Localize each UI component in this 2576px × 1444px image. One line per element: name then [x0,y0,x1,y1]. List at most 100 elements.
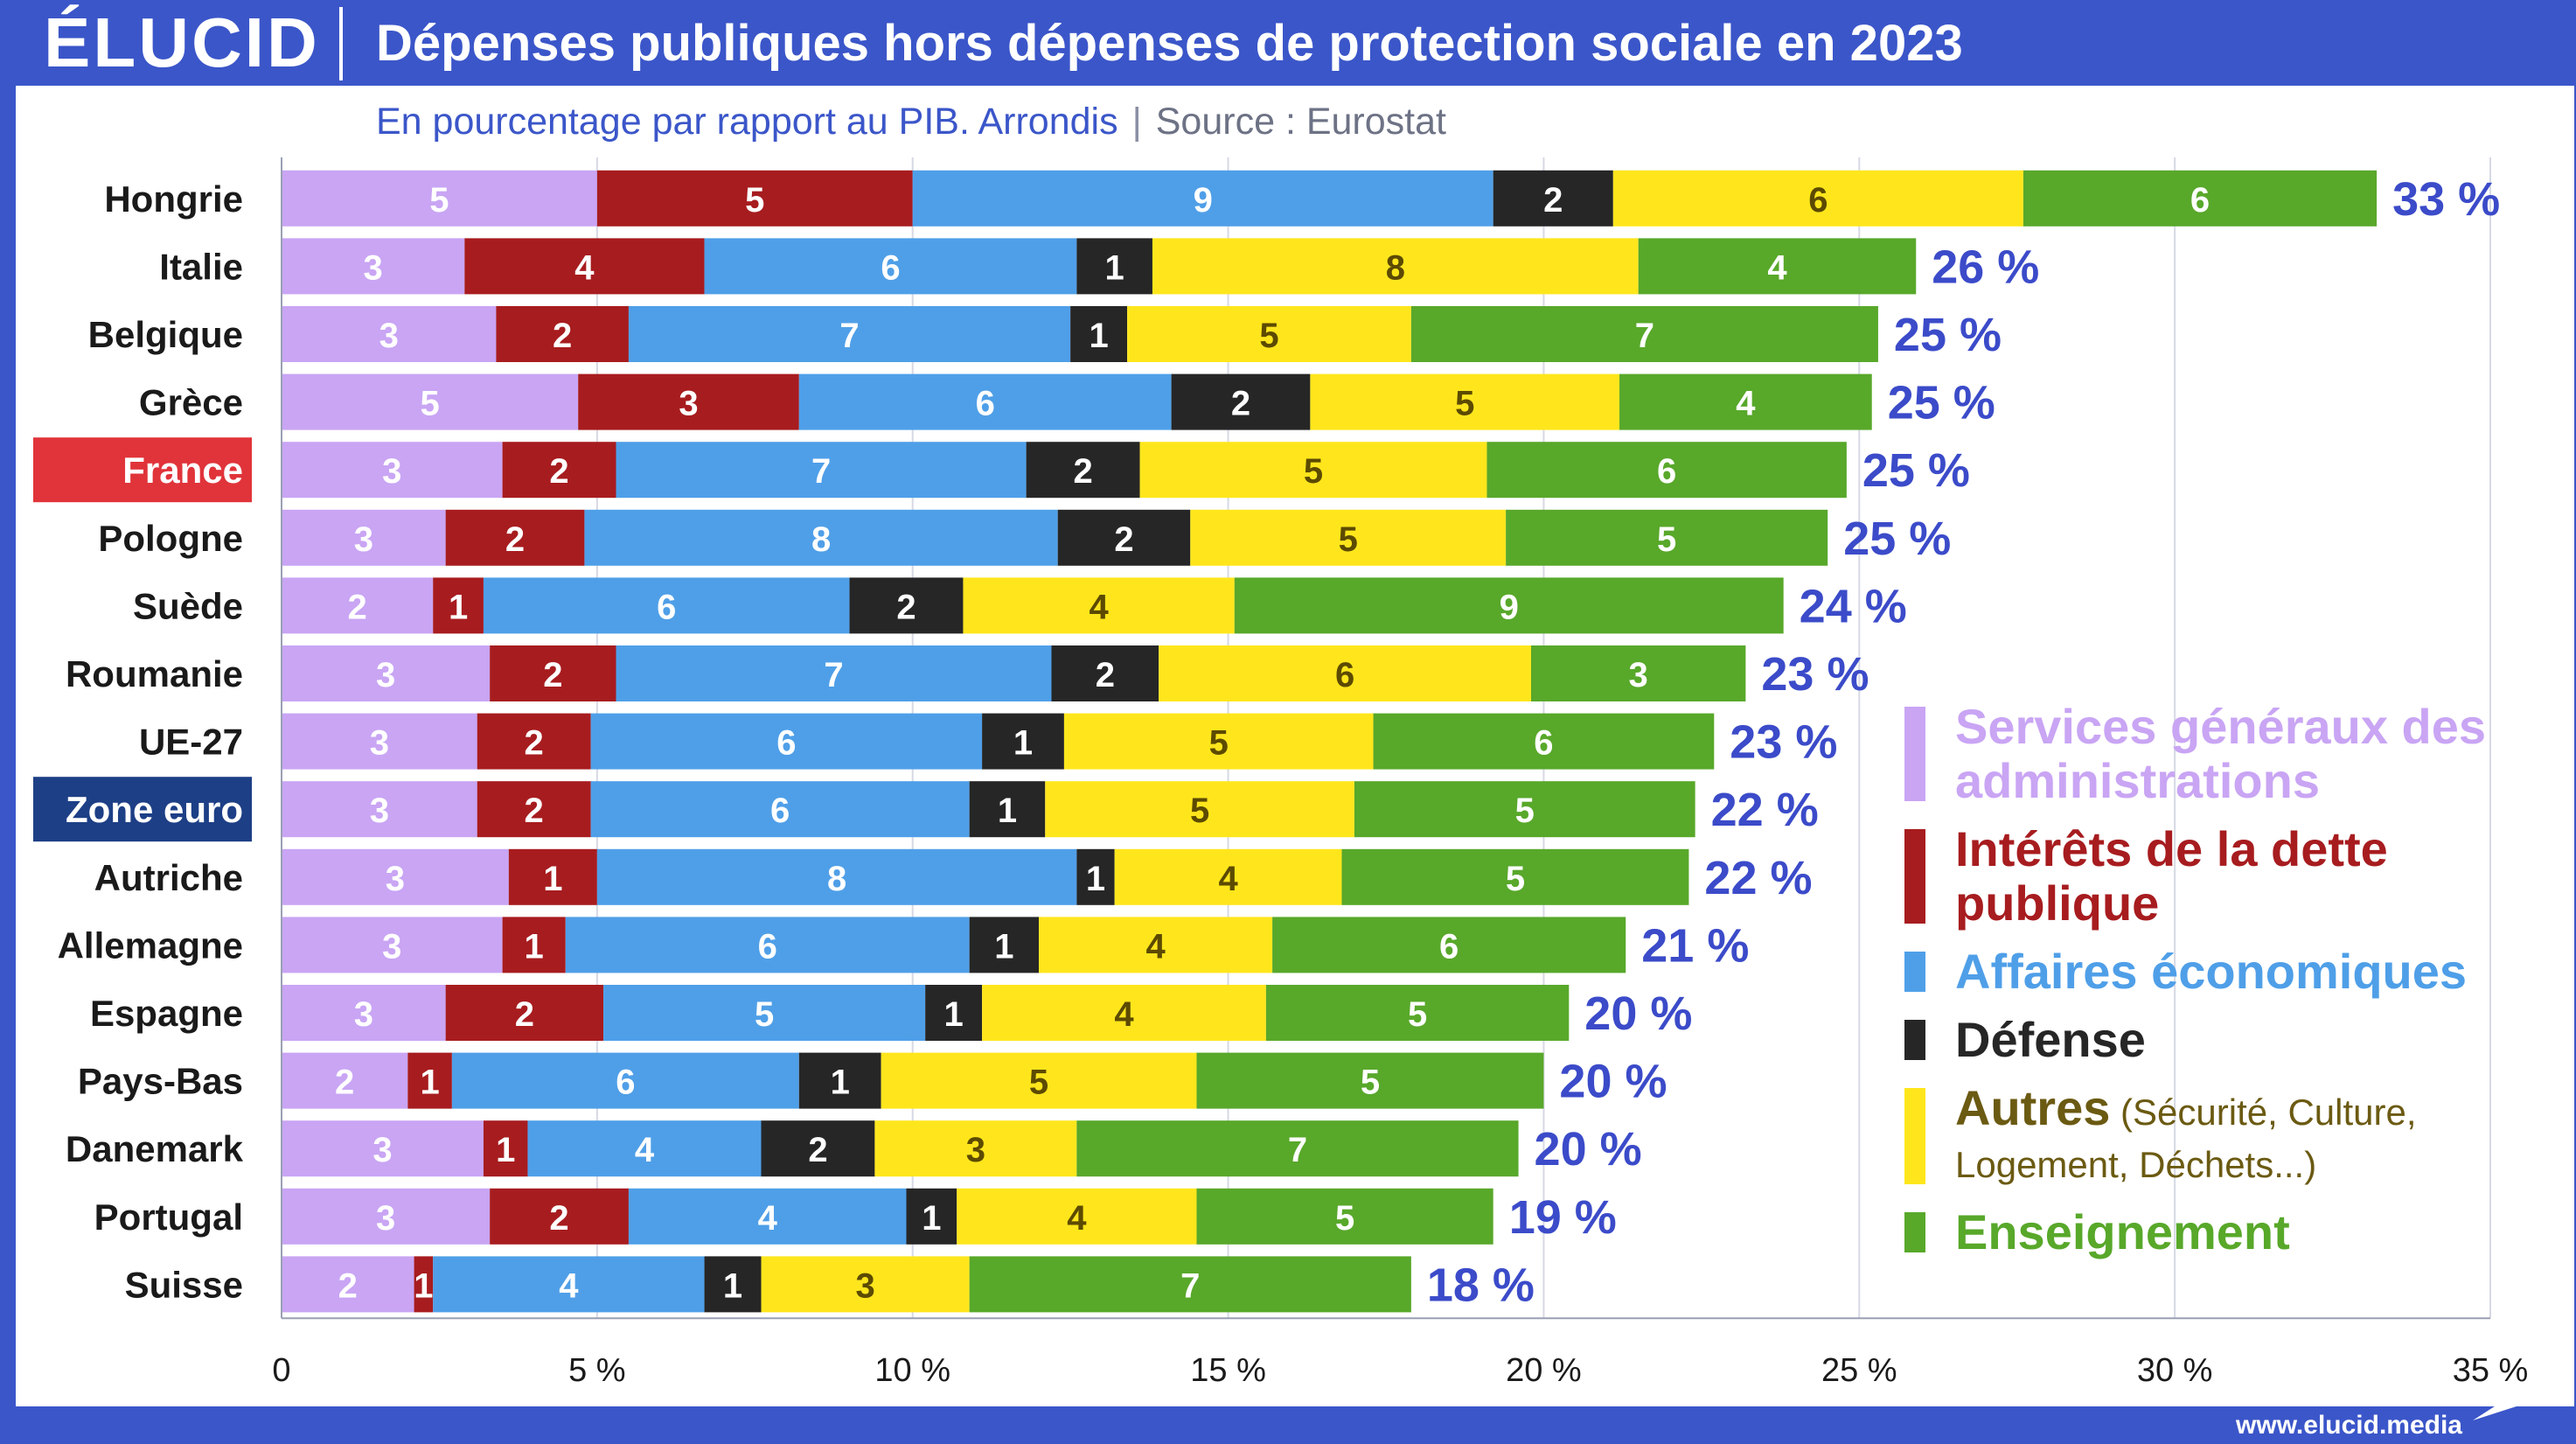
segment-value-label: 4 [1736,385,1756,423]
legend-item: Affaires économiques [1904,945,2517,999]
bar-segment [1076,848,1115,905]
total-value-label: 33 % [2392,173,2500,226]
category-label: Zone euro [66,789,243,830]
bar-segment [1171,373,1311,430]
segment-value-label: 8 [811,520,831,559]
segment-value-label: 7 [1288,1131,1307,1169]
bar-segment [963,577,1235,634]
site-url[interactable]: www.elucid.media [2236,1411,2462,1440]
segment-value-label: 9 [1500,588,1519,626]
category-label: Hongrie [104,178,243,220]
bar-segment [502,442,616,499]
bar-segment [578,373,799,430]
subtitle-text: En pourcentage par rapport au PIB. Arron… [376,101,1118,143]
legend-item: Autres (Sécurité, Culture, Logement, Déc… [1904,1081,2517,1191]
legend-swatch [1904,1088,1925,1184]
bar-segment [798,373,1172,430]
segment-value-label: 2 [1096,656,1115,694]
bar-segment [1373,713,1715,770]
segment-value-label: 1 [723,1266,742,1305]
segment-value-label: 3 [364,248,383,287]
segment-value-label: 5 [1455,385,1474,423]
bar-segment [590,713,983,770]
bar-segment [957,1188,1197,1245]
bar-segment [490,1188,629,1245]
bar-segment [282,238,465,295]
bar-segment [1159,645,1531,701]
bar-segment [1486,442,1847,499]
segment-value-label: 5 [1209,724,1229,763]
segment-value-label: 5 [1190,792,1209,830]
bar-segment [477,781,591,838]
bar-segment [1076,238,1152,295]
bar-segment [616,442,1027,499]
legend-swatch [1904,829,1925,924]
bar-segment [1272,917,1626,973]
x-tick-label: 25 % [1821,1352,1897,1389]
segment-value-label: 9 [1194,181,1213,220]
segment-value-label: 2 [505,520,525,559]
legend-swatch [1904,952,1925,992]
total-value-label: 24 % [1800,580,1907,632]
bar-segment [1619,373,1872,430]
category-label: UE-27 [139,722,243,763]
segment-value-label: 3 [382,452,401,491]
segment-value-label: 6 [770,792,790,830]
segment-value-label: 2 [1231,385,1250,423]
bar-segment [445,509,585,566]
segment-value-label: 6 [1808,181,1828,220]
segment-value-label: 4 [574,248,595,287]
segment-value-label: 3 [372,1131,392,1169]
segment-value-label: 8 [1386,248,1405,287]
total-value-label: 25 % [1888,377,1995,429]
segment-value-label: 6 [1335,656,1354,694]
segment-value-label: 5 [1304,452,1323,491]
bar-segment [704,1256,762,1313]
segment-value-label: 6 [758,927,777,966]
footer-bar [0,1406,2576,1444]
bar-segment [584,509,1058,566]
total-value-label: 20 % [1584,987,1692,1040]
x-tick-label: 15 % [1190,1352,1266,1389]
segment-value-label: 4 [1067,1199,1087,1238]
bar-segment [1196,1188,1493,1245]
segment-value-label: 1 [922,1199,941,1238]
segment-value-label: 2 [515,995,534,1034]
bar-segment [2023,170,2378,227]
bar-segment [282,373,579,430]
segment-value-label: 4 [1089,588,1109,626]
bar-segment [590,781,970,838]
total-value-label: 22 % [1711,784,1819,836]
bar-segment [282,1052,408,1109]
segment-value-label: 8 [827,860,846,898]
segment-value-label: 6 [1439,927,1459,966]
segment-value-label: 1 [998,792,1017,830]
legend-swatch [1904,1020,1925,1060]
x-tick-label: 10 % [874,1352,950,1389]
bar-segment [906,1188,957,1245]
segment-value-label: 1 [525,927,544,966]
segment-value-label: 2 [896,588,916,626]
bar-segment [483,577,850,634]
category-label: Suisse [125,1264,243,1305]
category-label: Espagne [90,993,243,1034]
bar-segment [508,848,597,905]
segment-value-label: 1 [1089,317,1108,355]
segment-value-label: 5 [1506,860,1525,898]
segment-value-label: 3 [370,724,389,763]
elucid-logo[interactable]: ÉLUCID [44,3,320,81]
segment-value-label: 5 [1029,1064,1048,1102]
segment-value-label: 6 [1657,452,1676,491]
bar-segment [761,1120,875,1177]
source-note: Source : Eurostat [1155,101,1446,143]
bar-segment [1530,645,1746,701]
segment-value-label: 2 [549,1199,568,1238]
segment-value-label: 3 [679,385,698,423]
bar-segment [1234,577,1784,634]
legend-swatch [1904,707,1925,801]
segment-value-label: 5 [1408,995,1427,1034]
bar-segment [282,1120,484,1177]
segment-value-label: 6 [881,248,900,287]
bar-segment [1114,848,1342,905]
segment-value-label: 2 [808,1131,827,1169]
